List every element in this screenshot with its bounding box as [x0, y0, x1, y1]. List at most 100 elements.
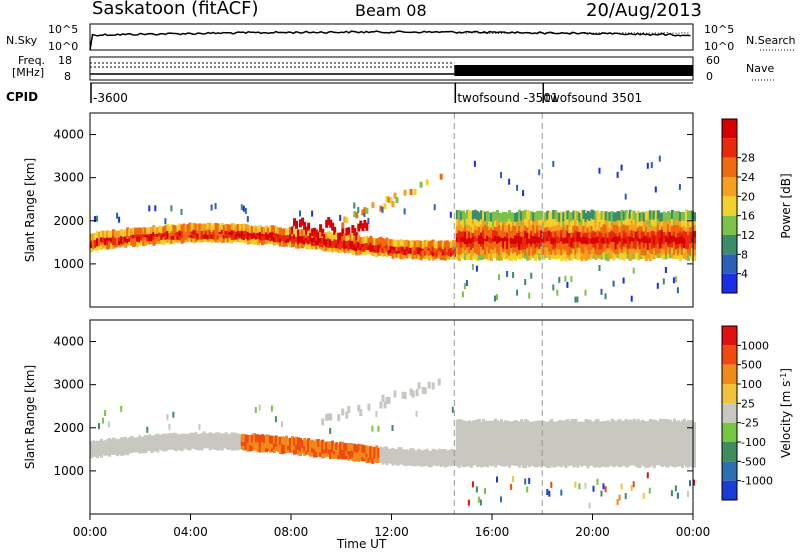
scatter-cell	[122, 237, 126, 245]
scatter-cell	[574, 446, 578, 457]
scatter-cell	[500, 496, 502, 503]
scatter-cell	[534, 421, 538, 431]
scatter-cell	[194, 235, 198, 243]
scatter-cell	[538, 439, 542, 450]
scatter-cell	[616, 444, 620, 455]
scatter-cell	[455, 419, 459, 430]
scatter-cell	[479, 234, 483, 244]
scatter-cell	[536, 437, 540, 448]
scatter-cell	[331, 222, 335, 231]
scatter-cell	[469, 457, 473, 468]
scatter-cell	[558, 427, 562, 438]
scatter-cell	[457, 434, 461, 445]
scatter-cell	[632, 431, 636, 442]
scatter-cell	[439, 248, 443, 256]
scatter-cell	[548, 250, 552, 260]
scatter-cell	[303, 442, 307, 451]
scatter-cell	[315, 439, 319, 448]
scatter-cell	[278, 446, 282, 455]
scatter-cell	[558, 240, 562, 250]
scatter-cell	[479, 457, 483, 468]
scatter-cell	[214, 203, 217, 210]
scatter-cell	[363, 450, 367, 459]
scatter-cell	[582, 421, 586, 432]
scatter-cell	[614, 234, 618, 244]
scatter-cell	[222, 235, 226, 243]
scatter-cell	[293, 446, 296, 455]
scatter-cell	[469, 210, 473, 220]
scatter-cell	[425, 179, 429, 186]
scatter-cell	[538, 251, 542, 261]
scatter-cell	[379, 241, 383, 249]
colorbar-tick-label: 12	[741, 229, 755, 242]
scatter-cell	[120, 447, 124, 456]
colorbar-label: Power [dB]	[779, 173, 793, 238]
scatter-cell	[417, 382, 421, 390]
scatter-cell	[594, 250, 598, 260]
scatter-cell	[616, 224, 620, 233]
scatter-cell	[401, 449, 405, 458]
scatter-cell	[291, 436, 294, 445]
scatter-cell	[246, 237, 250, 245]
scatter-cell	[142, 227, 146, 234]
scatter-cell	[130, 228, 134, 236]
scatter-cell	[262, 444, 266, 453]
scatter-cell	[188, 442, 192, 451]
scatter-cell	[594, 432, 598, 443]
scatter-cell	[226, 224, 230, 232]
scatter-cell	[588, 419, 592, 430]
scatter-cell	[455, 250, 459, 260]
scatter-cell	[568, 212, 572, 221]
scatter-cell	[465, 436, 469, 447]
scatter-cell	[224, 432, 228, 441]
scatter-cell	[457, 221, 461, 231]
scatter-cell	[508, 215, 512, 225]
scatter-cell	[564, 241, 568, 251]
scatter-cell	[592, 217, 596, 227]
scatter-cell	[403, 189, 407, 196]
scatter-cell	[162, 437, 166, 446]
scatter-cell	[574, 216, 578, 226]
scatter-cell	[520, 223, 524, 232]
scatter-cell	[281, 440, 284, 449]
scatter-cell	[486, 244, 489, 254]
scatter-cell	[530, 216, 534, 226]
scatter-cell	[479, 449, 483, 460]
scatter-cell	[630, 425, 634, 436]
scatter-cell	[630, 227, 634, 237]
scatter-cell	[461, 291, 464, 298]
scatter-cell	[502, 445, 506, 456]
colorbar-tick-label: -100	[741, 436, 766, 449]
scatter-cell	[162, 238, 166, 245]
scatter-cell	[524, 279, 527, 285]
scatter-cell	[256, 238, 260, 246]
scatter-cell	[104, 242, 108, 249]
scatter-cell	[419, 253, 423, 261]
scatter-cell	[138, 227, 142, 235]
colorbar-segment	[722, 157, 737, 177]
scatter-cell	[250, 237, 254, 245]
scatter-cell	[313, 239, 317, 247]
scatter-cell	[409, 247, 413, 255]
scatter-cell	[526, 420, 530, 431]
scatter-cell	[198, 223, 202, 231]
scatter-cell	[226, 228, 230, 236]
scatter-cell	[594, 438, 598, 449]
scatter-cell	[455, 233, 459, 242]
scatter-cell	[202, 431, 206, 440]
scatter-cell	[471, 210, 475, 220]
scatter-cell	[640, 222, 644, 232]
scatter-cell	[604, 251, 608, 261]
scatter-cell	[118, 234, 122, 242]
scatter-cell	[510, 433, 514, 444]
scatter-cell	[662, 450, 666, 461]
scatter-cell	[670, 490, 673, 497]
scatter-cell	[214, 432, 218, 441]
scatter-cell	[114, 238, 118, 246]
scatter-cell	[321, 439, 325, 448]
scatter-cell	[104, 238, 108, 246]
scatter-cell	[242, 434, 246, 443]
scatter-cell	[662, 444, 666, 455]
scatter-cell	[614, 245, 618, 255]
scatter-cell	[650, 210, 654, 220]
